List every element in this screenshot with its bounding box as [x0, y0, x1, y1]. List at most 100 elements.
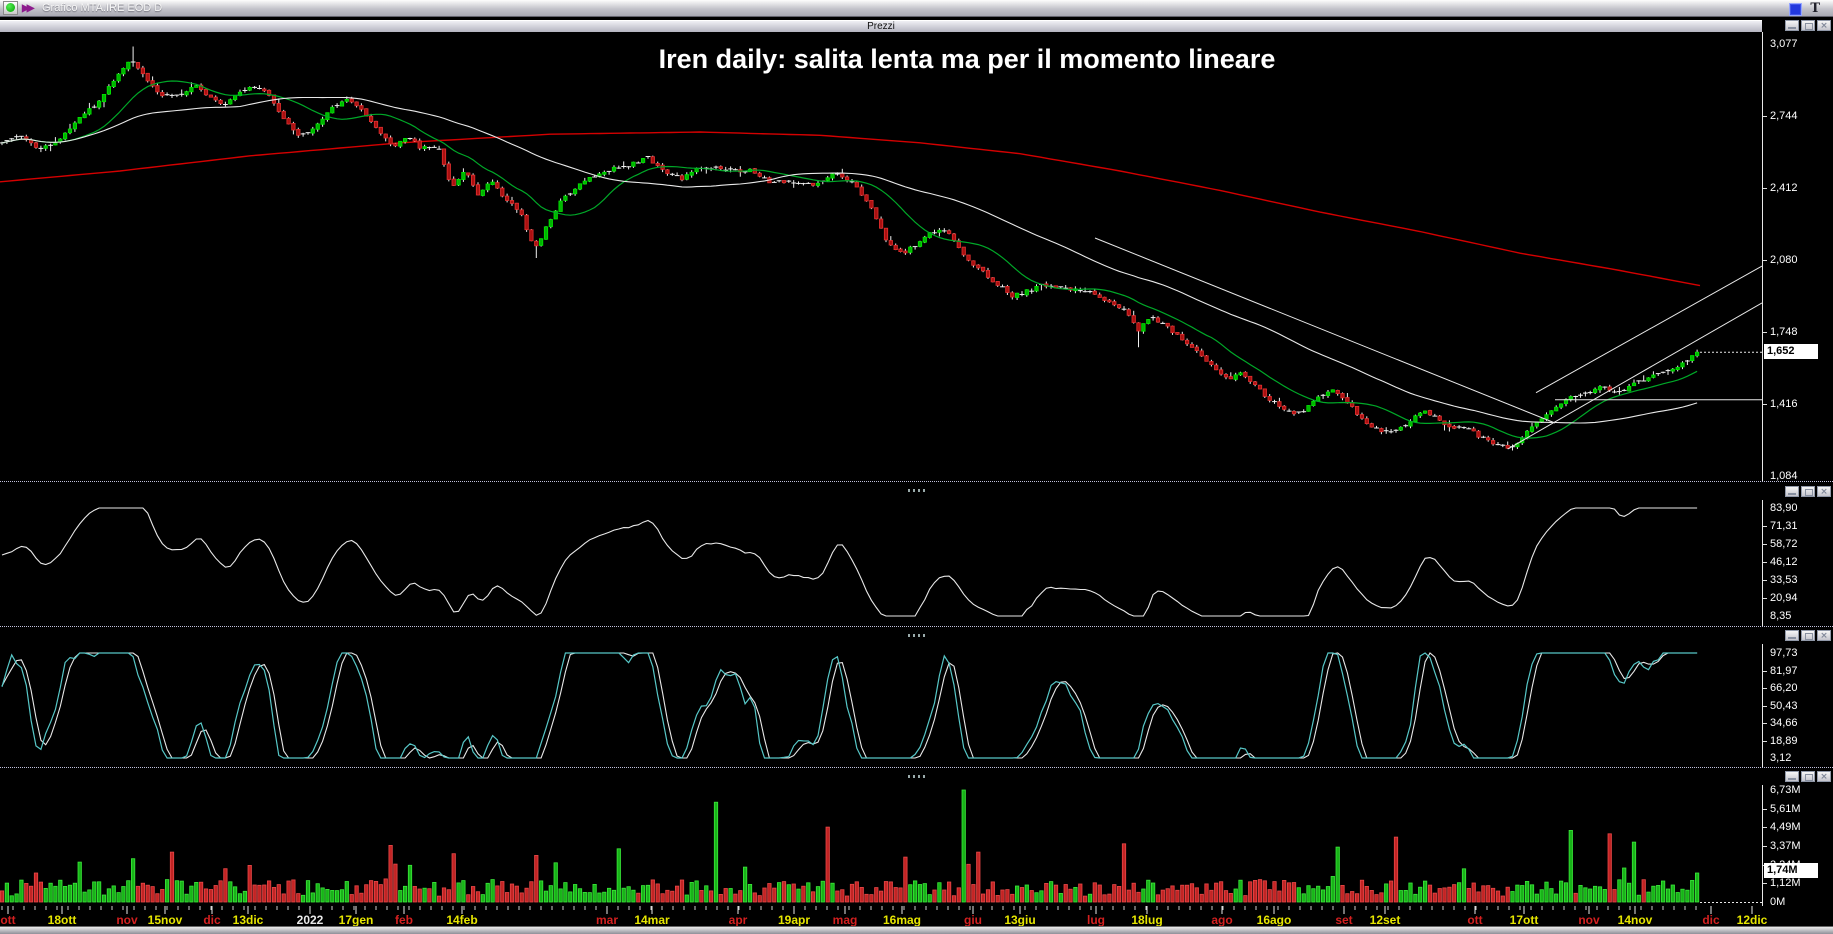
- indicator1-restore-button[interactable]: [1801, 486, 1815, 497]
- indicator2-close-button[interactable]: ×: [1817, 630, 1831, 641]
- price-y-axis[interactable]: 3,077 2,744 2,412 2,080 1,748 1,416 1,084 1,652: [1762, 32, 1833, 482]
- x-axis-label: mag: [832, 913, 858, 927]
- prezzi-close-button[interactable]: ×: [1817, 20, 1831, 31]
- panel-header-strip: Prezzi: [0, 20, 1762, 32]
- window-bottom-edge[interactable]: [0, 926, 1833, 934]
- app-menu-button[interactable]: [3, 1, 18, 15]
- close-icon: ×: [1820, 772, 1828, 782]
- y-tick-dash: [1763, 116, 1767, 117]
- splitter-1[interactable]: ×: [0, 481, 1833, 500]
- splitter-3[interactable]: ×: [0, 767, 1833, 785]
- x-axis-label: feb: [395, 913, 413, 927]
- panel-title: Prezzi: [867, 21, 895, 32]
- splitter-grip[interactable]: [907, 634, 925, 637]
- x-axis-label: set: [1335, 913, 1353, 927]
- x-axis-label: 19apr: [777, 913, 811, 927]
- current-volume-badge: 1,74M: [1764, 863, 1818, 878]
- trendlines: [1094, 237, 1762, 450]
- volume-chart-canvas[interactable]: [0, 785, 1762, 906]
- text-tool-icon[interactable]: T: [1810, 1, 1820, 16]
- y-tick-label: 18,89: [1770, 735, 1798, 747]
- stochastic-y-axis[interactable]: 97,73 81,97 66,20 50,43 34,66 18,89 3,12: [1762, 644, 1833, 767]
- x-axis-label: 18lug: [1131, 913, 1163, 927]
- y-tick-dash: [1763, 332, 1767, 333]
- y-tick-label: 3,37M: [1770, 840, 1801, 852]
- y-tick-label: 6,73M: [1770, 784, 1801, 796]
- time-axis: ott 18ott nov 15nov dic 13dic 2022 17gen feb 14fe…: [0, 906, 1833, 927]
- volume-restore-button[interactable]: [1801, 771, 1815, 782]
- x-axis-label: 14nov: [1617, 913, 1653, 927]
- rsi-y-axis[interactable]: 83,90 71,31 58,72 46,12 33,53 20,94 8,35: [1762, 500, 1833, 626]
- y-tick-label: 58,72: [1770, 538, 1798, 550]
- y-tick-dash: [1763, 526, 1767, 527]
- indicator2-minimize-button[interactable]: [1785, 630, 1799, 641]
- x-axis-label: 15nov: [147, 913, 183, 927]
- y-tick-dash: [1763, 598, 1767, 599]
- y-tick-label: 1,12M: [1770, 877, 1801, 889]
- y-tick-dash: [1763, 827, 1767, 828]
- x-axis-label: 13giu: [1004, 913, 1036, 927]
- y-tick-dash: [1763, 741, 1767, 742]
- indicator1-minimize-button[interactable]: [1785, 486, 1799, 497]
- y-tick-label: 20,94: [1770, 592, 1798, 604]
- stochastic-panel: 97,73 81,97 66,20 50,43 34,66 18,89 3,12: [0, 644, 1833, 767]
- restore-icon: [1805, 23, 1813, 30]
- x-axis-label: nov: [1578, 913, 1600, 927]
- splitter-grip[interactable]: [907, 775, 925, 778]
- y-tick-dash: [1763, 883, 1767, 884]
- x-axis-label: ott: [1467, 913, 1483, 927]
- y-tick-dash: [1763, 706, 1767, 707]
- minimize-icon: [1788, 493, 1796, 495]
- x-axis-label: dic: [203, 913, 221, 927]
- y-tick-dash: [1763, 562, 1767, 563]
- x-axis-label: 17ott: [1509, 913, 1539, 927]
- y-tick-label: 33,53: [1770, 574, 1798, 586]
- x-axis-label: mar: [595, 913, 619, 927]
- x-axis-label: 12set: [1369, 913, 1401, 927]
- x-axis-label: lug: [1087, 913, 1105, 927]
- volume-minimize-button[interactable]: [1785, 771, 1799, 782]
- y-tick-label: 83,90: [1770, 502, 1798, 514]
- x-axis-label: 14feb: [446, 913, 478, 927]
- x-axis-label: ott: [0, 913, 16, 927]
- blue-square-icon[interactable]: [1789, 3, 1802, 16]
- price-panel: Iren daily: salita lenta ma per il momen…: [0, 32, 1833, 482]
- volume-window-buttons: ×: [1783, 771, 1831, 782]
- indicator1-window-buttons: ×: [1783, 486, 1831, 497]
- x-axis-label: 16ago: [1256, 913, 1292, 927]
- restore-icon: [1805, 489, 1813, 496]
- prezzi-restore-button[interactable]: [1801, 20, 1815, 31]
- splitter-grip[interactable]: [907, 489, 925, 492]
- indicator1-close-button[interactable]: ×: [1817, 486, 1831, 497]
- stochastic-chart-canvas[interactable]: [0, 644, 1762, 767]
- panel-header-row: Prezzi ×: [0, 17, 1833, 32]
- price-chart-canvas[interactable]: [0, 32, 1762, 481]
- indicator2-restore-button[interactable]: [1801, 630, 1815, 641]
- splitter-2[interactable]: ×: [0, 626, 1833, 644]
- y-tick-label: 46,12: [1770, 556, 1798, 568]
- prezzi-minimize-button[interactable]: [1785, 20, 1799, 31]
- y-tick-label: 0M: [1770, 896, 1786, 908]
- y-tick-label: 34,66: [1770, 717, 1798, 729]
- x-axis-label: 18ott: [47, 913, 77, 927]
- indicator2-window-buttons: ×: [1783, 630, 1831, 641]
- y-tick-dash: [1763, 723, 1767, 724]
- y-tick-label: 81,97: [1770, 665, 1798, 677]
- forward-arrows-icon[interactable]: ▶▶: [22, 3, 35, 14]
- volume-close-button[interactable]: ×: [1817, 771, 1831, 782]
- rsi-chart-canvas[interactable]: [0, 500, 1762, 626]
- y-tick-label: 50,43: [1770, 700, 1798, 712]
- close-icon: ×: [1820, 21, 1828, 31]
- y-tick-label: 3,12: [1770, 752, 1792, 764]
- x-axis-label: apr: [728, 913, 748, 927]
- close-icon: ×: [1820, 631, 1828, 641]
- restore-icon: [1805, 633, 1813, 640]
- restore-icon: [1805, 774, 1813, 781]
- y-tick-label: 8,35: [1770, 610, 1792, 622]
- close-icon: ×: [1820, 487, 1828, 497]
- y-tick-label: 1,748: [1770, 326, 1798, 338]
- x-axis-label: giu: [964, 913, 982, 927]
